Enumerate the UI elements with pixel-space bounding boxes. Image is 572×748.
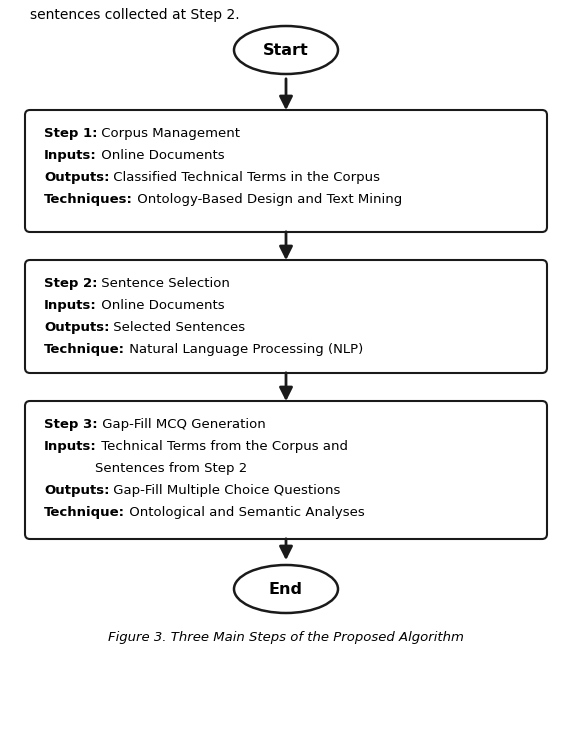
Text: Inputs:: Inputs: — [44, 299, 97, 312]
Text: Natural Language Processing (NLP): Natural Language Processing (NLP) — [125, 343, 363, 356]
Text: Corpus Management: Corpus Management — [97, 127, 240, 140]
Text: Ontology-Based Design and Text Mining: Ontology-Based Design and Text Mining — [133, 193, 402, 206]
Text: Outputs:: Outputs: — [44, 321, 109, 334]
Text: Gap-Fill MCQ Generation: Gap-Fill MCQ Generation — [98, 418, 265, 431]
Text: Start: Start — [263, 43, 309, 58]
Text: Figure 3. Three Main Steps of the Proposed Algorithm: Figure 3. Three Main Steps of the Propos… — [108, 631, 464, 644]
Text: Classified Technical Terms in the Corpus: Classified Technical Terms in the Corpus — [109, 171, 380, 184]
Text: Technical Terms from the Corpus and: Technical Terms from the Corpus and — [97, 440, 348, 453]
FancyBboxPatch shape — [25, 260, 547, 373]
Text: Technique:: Technique: — [44, 506, 125, 519]
Text: End: End — [269, 581, 303, 596]
Text: Step 1:: Step 1: — [44, 127, 97, 140]
Text: Online Documents: Online Documents — [97, 149, 224, 162]
Text: Techniques:: Techniques: — [44, 193, 133, 206]
Text: Inputs:: Inputs: — [44, 149, 97, 162]
Text: Technique:: Technique: — [44, 343, 125, 356]
FancyBboxPatch shape — [25, 401, 547, 539]
Text: Inputs:: Inputs: — [44, 440, 97, 453]
Text: Step 3:: Step 3: — [44, 418, 98, 431]
Text: sentences collected at Step 2.: sentences collected at Step 2. — [30, 8, 240, 22]
Text: Online Documents: Online Documents — [97, 299, 224, 312]
Text: Gap-Fill Multiple Choice Questions: Gap-Fill Multiple Choice Questions — [109, 484, 341, 497]
Text: Sentences from Step 2: Sentences from Step 2 — [44, 462, 247, 475]
Text: Ontological and Semantic Analyses: Ontological and Semantic Analyses — [125, 506, 365, 519]
Text: Outputs:: Outputs: — [44, 171, 109, 184]
Text: Step 2:: Step 2: — [44, 277, 97, 290]
Ellipse shape — [234, 26, 338, 74]
Text: Outputs:: Outputs: — [44, 484, 109, 497]
Ellipse shape — [234, 565, 338, 613]
Text: Sentence Selection: Sentence Selection — [97, 277, 231, 290]
FancyBboxPatch shape — [25, 110, 547, 232]
Text: Selected Sentences: Selected Sentences — [109, 321, 245, 334]
